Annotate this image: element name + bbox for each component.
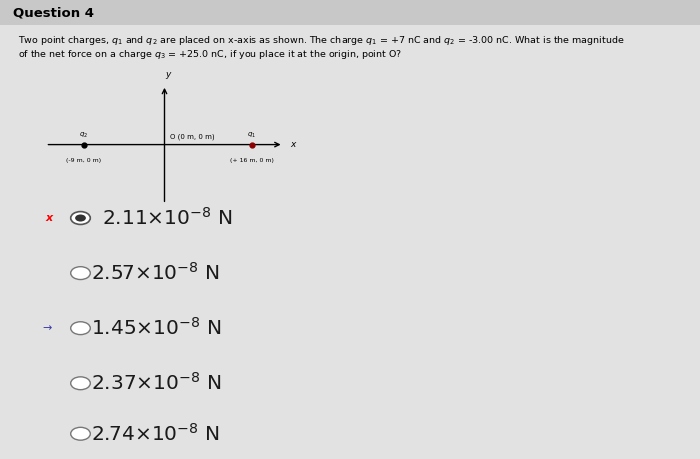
Text: x: x [290,140,296,149]
Text: x: x [46,213,52,223]
Text: O (0 m, 0 m): O (0 m, 0 m) [170,134,215,140]
Text: 1.45$\times$10$^{-8}$ N: 1.45$\times$10$^{-8}$ N [91,317,221,339]
Text: 2.11$\times$10$^{-8}$ N: 2.11$\times$10$^{-8}$ N [102,207,232,229]
Circle shape [71,322,90,335]
Text: y: y [165,70,171,79]
Text: (+ 16 m, 0 m): (+ 16 m, 0 m) [230,158,274,163]
Circle shape [71,377,90,390]
Text: $q_1$: $q_1$ [248,131,256,140]
Circle shape [71,427,90,440]
Text: Question 4: Question 4 [13,6,94,19]
Circle shape [71,267,90,280]
Text: 2.74$\times$10$^{-8}$ N: 2.74$\times$10$^{-8}$ N [91,423,220,445]
Text: →: → [42,323,51,333]
Text: 2.37$\times$10$^{-8}$ N: 2.37$\times$10$^{-8}$ N [91,372,221,394]
Text: of the net force on a charge $q_3$ = +25.0 nC, if you place it at the origin, po: of the net force on a charge $q_3$ = +25… [18,48,402,61]
Text: Two point charges, $q_1$ and $q_2$ are placed on x-axis as shown. The charge $q_: Two point charges, $q_1$ and $q_2$ are p… [18,34,624,47]
Circle shape [75,214,86,222]
Circle shape [71,212,90,224]
Text: $q_2$: $q_2$ [80,131,88,140]
FancyBboxPatch shape [0,0,700,25]
Text: 2.57$\times$10$^{-8}$ N: 2.57$\times$10$^{-8}$ N [91,262,220,284]
Text: (-9 m, 0 m): (-9 m, 0 m) [66,158,102,163]
